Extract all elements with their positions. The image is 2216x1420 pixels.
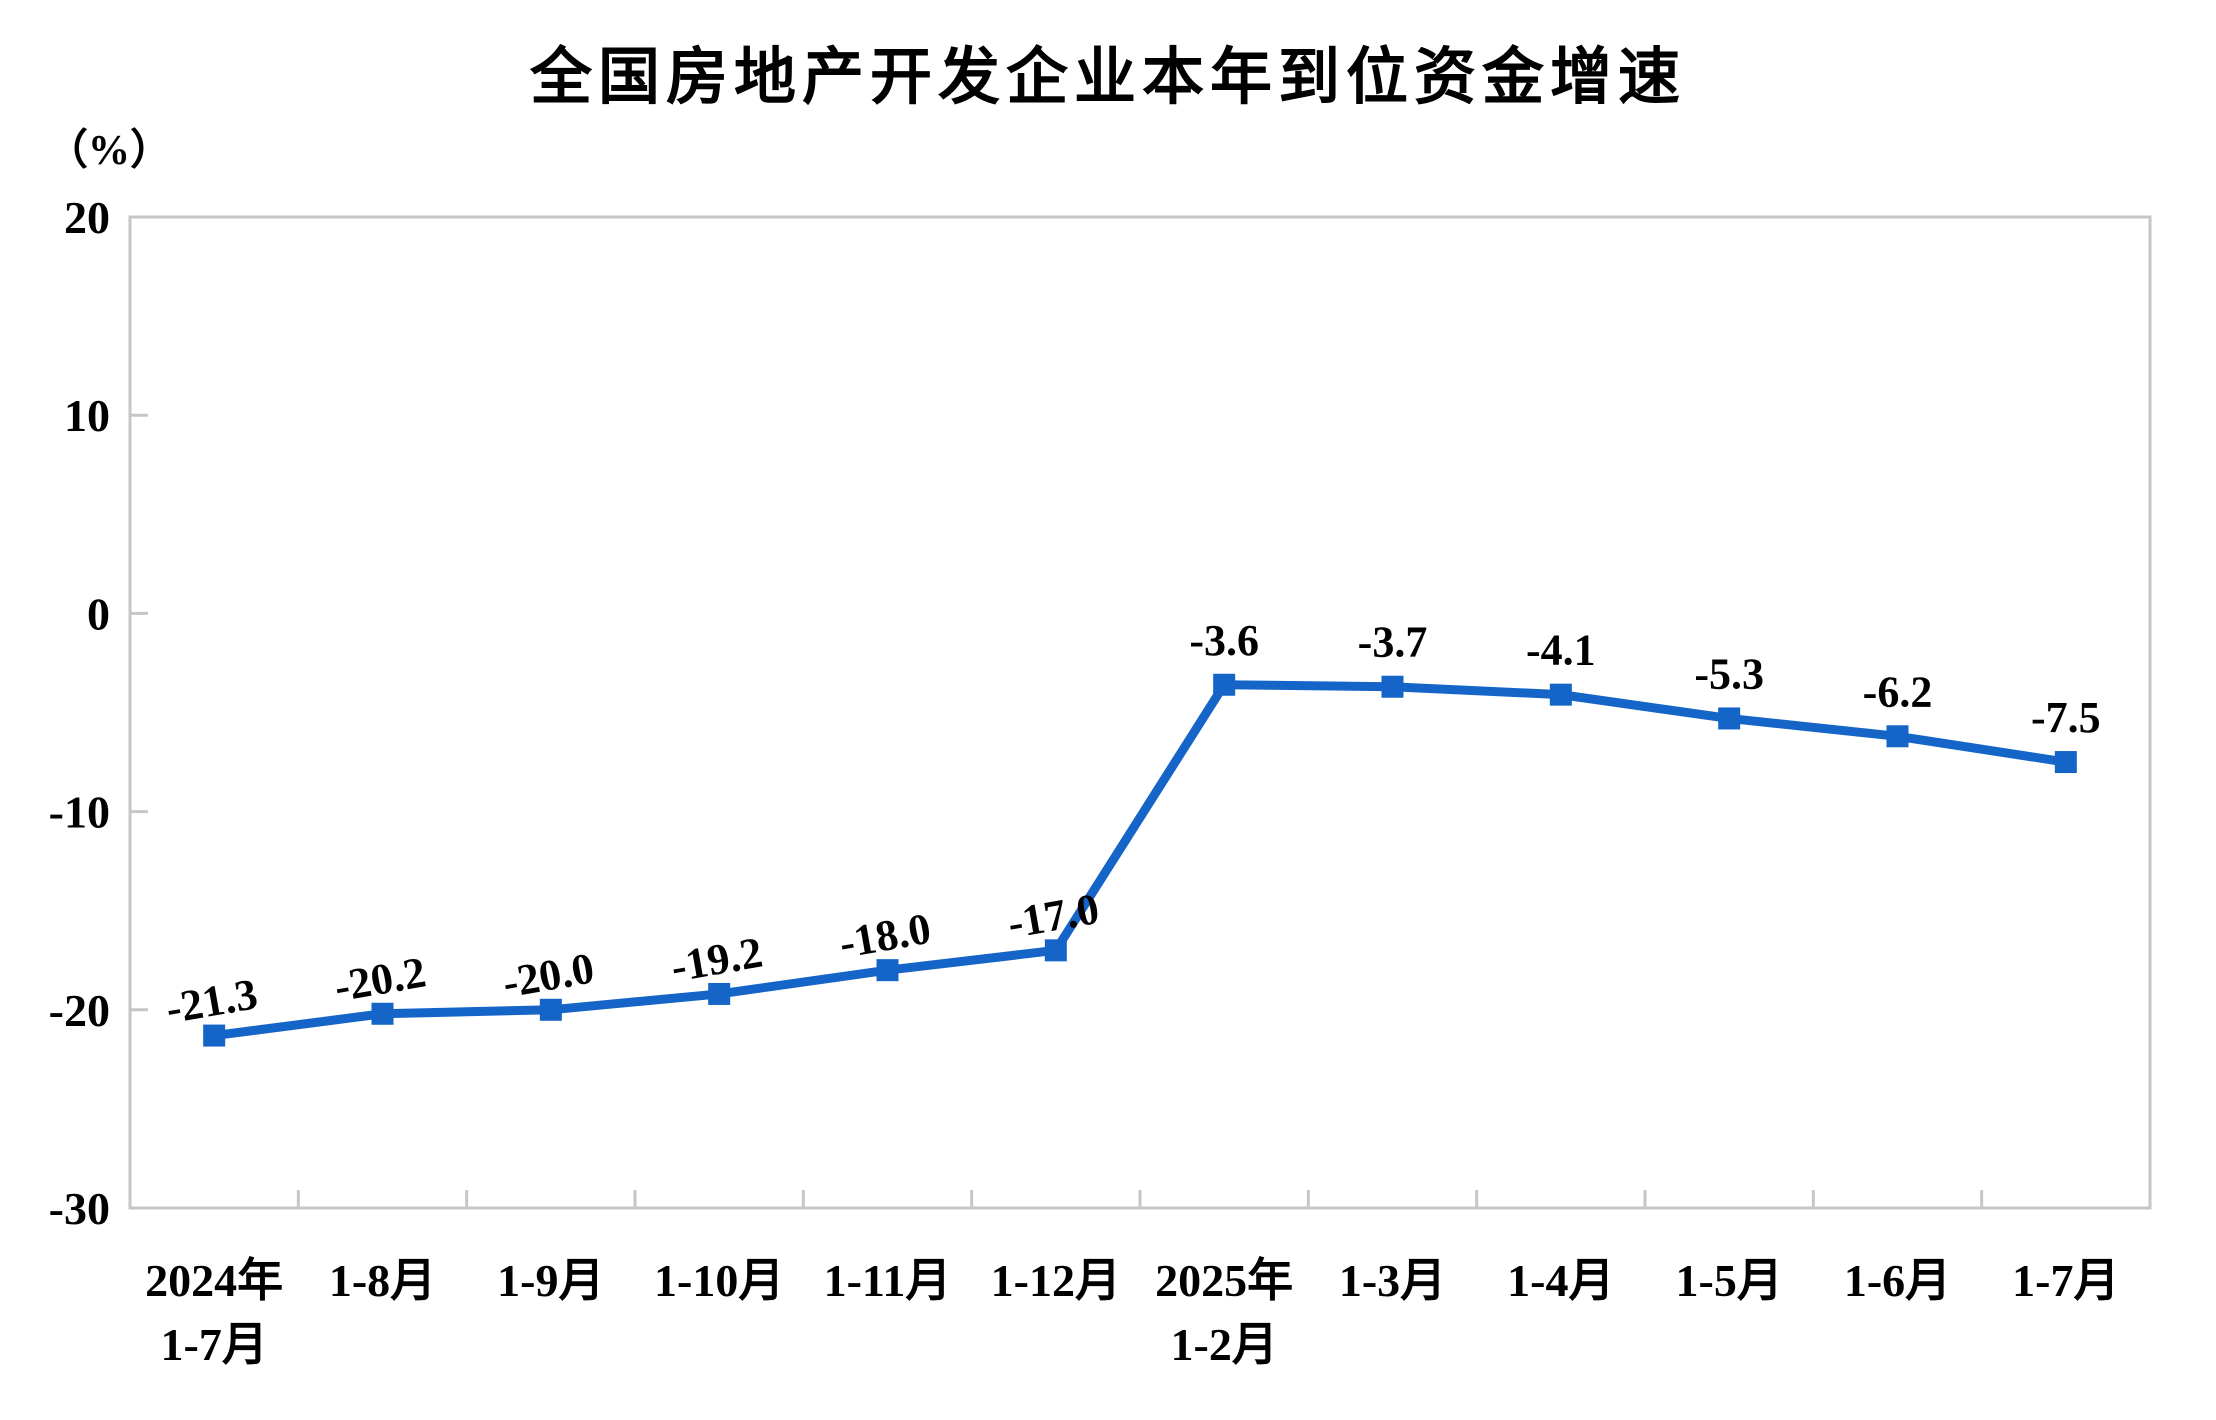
chart-title: 全国房地产开发企业本年到位资金增速 <box>529 43 1686 112</box>
data-point-label: -19.2 <box>667 928 766 992</box>
data-point-marker <box>1886 725 1909 748</box>
x-axis-category-sublabel: 1-7月 <box>161 1319 268 1370</box>
data-point-marker <box>1718 707 1741 730</box>
data-point-marker <box>203 1024 226 1047</box>
x-axis-category-sublabel: 1-2月 <box>1171 1319 1278 1370</box>
x-axis-category-label: 1-8月 <box>329 1255 436 1306</box>
data-point-label: -18.0 <box>836 904 935 968</box>
data-point-marker <box>708 982 731 1005</box>
y-axis-tick-label: 10 <box>64 390 110 441</box>
data-point-marker <box>1381 675 1404 698</box>
plot-frame <box>128 215 2152 1210</box>
y-axis-tick-label: -30 <box>49 1183 110 1234</box>
x-axis-category-label: 1-6月 <box>1844 1255 1951 1306</box>
data-point-marker <box>2054 751 2077 774</box>
data-point-label: -20.2 <box>331 947 430 1011</box>
x-axis-category-label: 1-12月 <box>991 1255 1121 1306</box>
y-axis-tick-label: 0 <box>87 588 110 639</box>
data-point-label: -5.3 <box>1694 649 1764 698</box>
series-line <box>213 680 2067 1041</box>
data-point-marker <box>371 1002 394 1025</box>
data-point-marker <box>1213 673 1236 696</box>
data-point-label: -4.1 <box>1526 626 1596 675</box>
x-axis-category-label: 1-11月 <box>824 1255 952 1306</box>
data-point-label: -20.0 <box>499 943 598 1007</box>
y-axis-tick-label: -20 <box>49 985 110 1036</box>
y-axis-unit-label: （%） <box>46 128 173 174</box>
data-point-marker <box>539 998 562 1021</box>
y-axis-tick-label: -10 <box>49 787 110 838</box>
x-axis-category-label: 2024年 <box>145 1255 283 1306</box>
x-axis-category-label: 1-10月 <box>654 1255 784 1306</box>
x-axis-category-label: 1-9月 <box>497 1255 604 1306</box>
data-point-label: -7.5 <box>2031 693 2101 742</box>
data-point-marker <box>1044 939 1067 962</box>
data-point-marker <box>876 959 899 982</box>
data-point-label: -3.6 <box>1189 616 1259 665</box>
data-point-label: -6.2 <box>1863 667 1933 716</box>
x-axis-category-label: 1-3月 <box>1339 1255 1446 1306</box>
x-axis-category-label: 2025年 <box>1155 1255 1293 1306</box>
data-point-label: -17.0 <box>1004 884 1103 948</box>
data-point-marker <box>1549 683 1572 706</box>
x-axis-category-label: 1-5月 <box>1676 1255 1783 1306</box>
x-axis-category-label: 1-7月 <box>2012 1255 2119 1306</box>
y-axis-tick-label: 20 <box>64 192 110 243</box>
x-axis-category-label: 1-4月 <box>1507 1255 1614 1306</box>
data-point-label: -21.3 <box>162 969 261 1033</box>
data-point-label: -3.7 <box>1358 618 1428 667</box>
